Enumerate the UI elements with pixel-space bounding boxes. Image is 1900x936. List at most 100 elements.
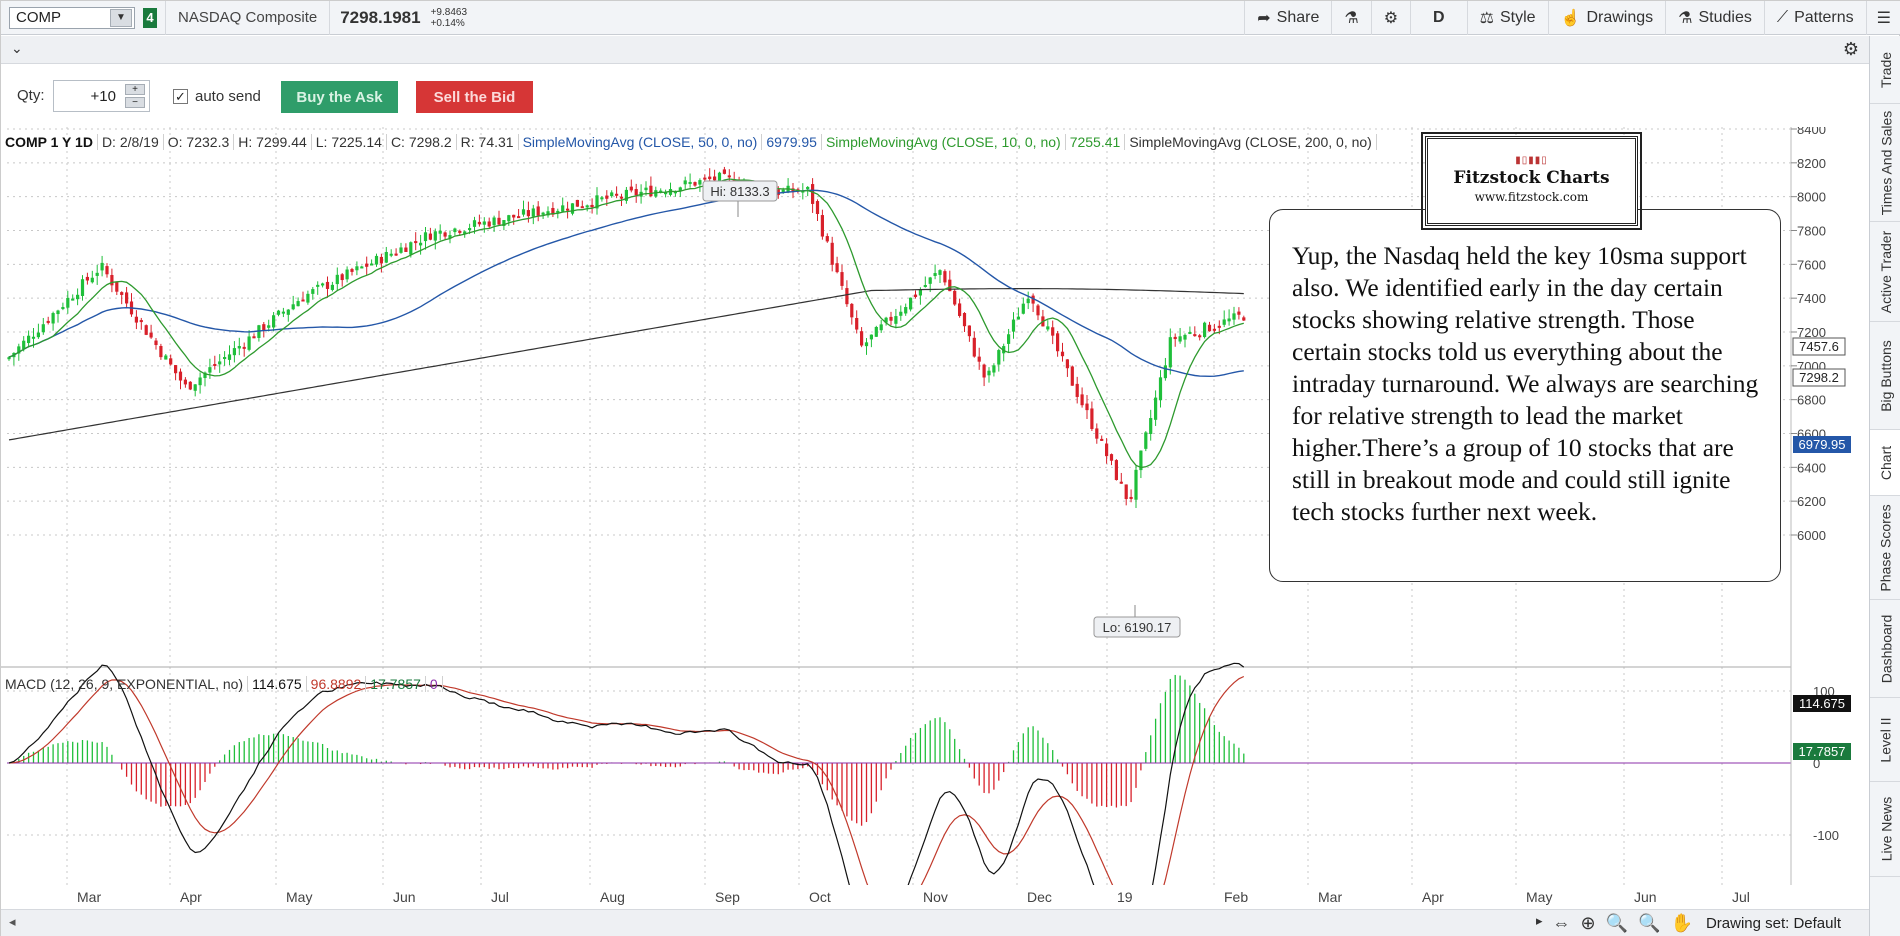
candle-body (1212, 328, 1216, 331)
zoom-in-icon[interactable]: 🔍 (1605, 913, 1629, 933)
style-label: Style (1499, 9, 1536, 26)
macd-value: 114.675 (248, 676, 307, 692)
candle-body (703, 177, 707, 180)
last-price-bubble: 7298.2 (1792, 368, 1846, 387)
side-tab-live-news[interactable]: Live News (1870, 782, 1900, 877)
qty-value[interactable]: +10 (90, 87, 116, 105)
candle-body (1060, 351, 1065, 357)
side-tab-times-and-sales[interactable]: Times And Sales (1870, 104, 1900, 222)
chevron-down-icon[interactable]: ▼ (110, 8, 132, 27)
auto-send-checkbox[interactable]: ✓ (173, 89, 188, 104)
sell-bid-button[interactable]: Sell the Bid (416, 81, 533, 113)
candle-body (345, 269, 349, 280)
candle-body (95, 272, 99, 276)
crosshair-icon[interactable]: ⊕ (1580, 913, 1596, 933)
scroll-right-icon[interactable]: ▸ (1536, 913, 1543, 928)
candle-body (414, 241, 418, 244)
share-button[interactable]: ➦ Share (1244, 1, 1331, 35)
pan-icon[interactable]: ⇔ (1552, 913, 1571, 933)
candle-body (879, 324, 883, 331)
link-group-badge[interactable]: 4 (143, 7, 157, 28)
sma10-line (8, 178, 1244, 469)
hand-icon[interactable]: ✋ (1670, 913, 1693, 933)
month-label: Mar (77, 889, 102, 905)
percent-change: +0.14% (430, 17, 465, 29)
drawing-set-label[interactable]: Drawing set: Default (1705, 915, 1841, 932)
gear-icon[interactable]: ⚙ (1842, 39, 1859, 59)
qty-stepper[interactable]: +10 + − (53, 80, 150, 112)
month-label: Nov (923, 889, 948, 905)
candle-body (708, 176, 712, 180)
sma200-label[interactable]: SimpleMovingAvg (CLOSE, 200, 0, no) (1125, 134, 1377, 150)
settings-button[interactable]: ⚙ (1370, 1, 1410, 35)
candle-body (987, 370, 991, 376)
side-tab-phase-scores[interactable]: Phase Scores (1870, 496, 1900, 600)
side-tab-level-ii[interactable]: Level II (1870, 698, 1900, 782)
candle-body (1065, 359, 1069, 369)
candlestick-series (7, 166, 1246, 509)
candle-body (477, 221, 481, 225)
sma10-label[interactable]: SimpleMovingAvg (CLOSE, 10, 0, no) (822, 134, 1066, 150)
side-tab-dashboard[interactable]: Dashboard (1870, 600, 1900, 698)
candle-body (717, 172, 722, 184)
symbol-selector[interactable]: COMP ▼ (9, 6, 135, 29)
bar-chart-icon: ▮▯▮▮▯ (1515, 155, 1548, 166)
menu-button[interactable]: ☰ (1865, 1, 1900, 35)
month-label: Jun (1634, 889, 1657, 905)
candle-body (384, 251, 388, 263)
decrement-button[interactable]: − (125, 97, 145, 108)
studies-button[interactable]: ⚗ Studies (1665, 1, 1764, 35)
candle-body (183, 379, 187, 385)
drawings-button[interactable]: ☝ Drawings (1547, 1, 1666, 35)
candle-body (56, 310, 60, 315)
candle-body (27, 335, 31, 344)
bottom-bar: ◂ ▸ ⇔ ⊕ 🔍 🔍 ✋ Drawing set: Default (1, 909, 1869, 936)
price-tick-label: 7800 (1797, 224, 1826, 239)
candle-body (923, 285, 927, 288)
side-tab-big-buttons[interactable]: Big Buttons (1870, 322, 1900, 430)
increment-button[interactable]: + (125, 84, 145, 95)
top-toolbar: COMP ▼ 4 NASDAQ Composite 7298.1981 +9.8… (1, 0, 1900, 35)
sma10-value: 7255.41 (1066, 134, 1126, 150)
low-callout-label: Lo: 6190.17 (1103, 620, 1172, 635)
macd-avg: 96.8892 (307, 676, 367, 692)
patterns-button[interactable]: ⟋ Patterns (1763, 1, 1866, 35)
sma50-bubble: 6979.95 (1793, 436, 1851, 453)
sma50-label[interactable]: SimpleMovingAvg (CLOSE, 50, 0, no) (519, 134, 763, 150)
sma50-value: 6979.95 (762, 134, 822, 150)
flask-button[interactable]: ⚗ (1331, 1, 1370, 35)
candle-body (463, 231, 467, 234)
side-tab-chart[interactable]: Chart (1870, 430, 1900, 496)
candle-body (526, 210, 530, 217)
candle-body (208, 367, 212, 373)
candle-body (193, 384, 197, 391)
zoom-out-icon[interactable]: 🔍 (1638, 913, 1661, 933)
candle-body (977, 356, 981, 362)
net-change: +9.8463 (430, 6, 468, 18)
aggregation-button[interactable]: D (1410, 1, 1467, 35)
candle-body (634, 189, 638, 196)
candle-body (115, 282, 119, 292)
candle-body (1095, 428, 1099, 439)
candle-body (521, 209, 526, 215)
month-label: Jul (1732, 889, 1750, 905)
auto-send-label: auto send (195, 88, 261, 105)
candle-body (855, 317, 859, 330)
candle-body (66, 297, 70, 308)
scroll-left-icon[interactable]: ◂ (9, 914, 16, 929)
symbol-description: NASDAQ Composite (165, 0, 331, 35)
side-tab-label: Times And Sales (1878, 110, 1894, 215)
candle-body (776, 189, 780, 196)
candle-body (61, 307, 65, 310)
side-tab-trade[interactable]: Trade (1870, 36, 1900, 104)
candle-body (247, 336, 251, 350)
candle-body (159, 346, 163, 358)
chevron-down-icon[interactable]: ⌄ (11, 40, 23, 56)
macd-label[interactable]: MACD (12, 26, 9, EXPONENTIAL, no) (1, 676, 249, 692)
sma200-bubble: 7457.6 (1792, 337, 1846, 356)
month-label: Aug (600, 889, 625, 905)
buy-ask-button[interactable]: Buy the Ask (281, 81, 398, 113)
candle-body (536, 206, 540, 216)
side-tab-active-trader[interactable]: Active Trader (1870, 222, 1900, 322)
style-button[interactable]: ⚖ Style (1466, 1, 1548, 35)
